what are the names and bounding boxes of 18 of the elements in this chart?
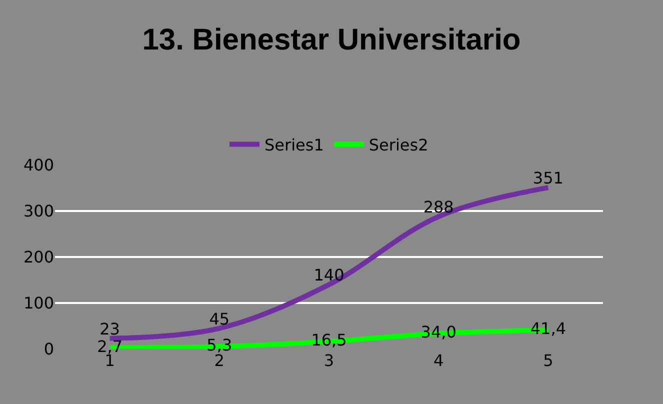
legend-label: Series2	[368, 135, 428, 154]
data-label: 351	[532, 168, 564, 188]
chart-title: 13. Bienestar Universitario	[142, 23, 521, 56]
legend-label: Series1	[264, 135, 324, 154]
y-tick-label: 0	[44, 340, 54, 359]
data-label: 45	[209, 309, 230, 328]
y-tick-label: 400	[23, 156, 54, 175]
data-label: 41,4	[530, 318, 566, 338]
data-label: 16,5	[311, 330, 347, 350]
data-label: 140	[314, 266, 344, 285]
y-tick-label: 200	[23, 248, 54, 267]
y-tick-label: 300	[23, 202, 54, 221]
x-tick-label: 4	[434, 351, 444, 370]
x-tick-label: 3	[324, 351, 334, 370]
x-tick-label: 5	[543, 351, 554, 370]
data-label: 34,0	[420, 322, 456, 342]
data-label: 23	[100, 319, 120, 338]
y-tick-label: 100	[23, 294, 54, 313]
